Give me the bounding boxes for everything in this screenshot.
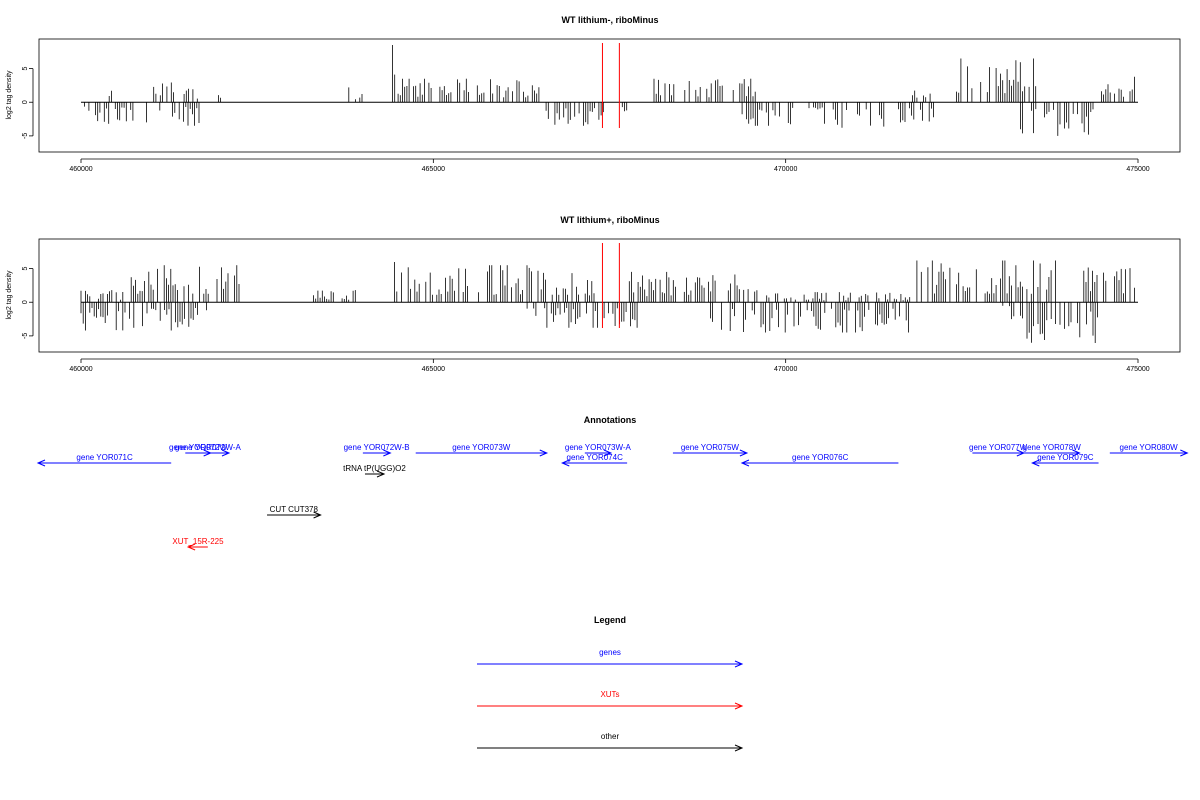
marker-lines bbox=[601, 43, 620, 128]
y-axis-label: log2 tag density bbox=[6, 270, 13, 320]
x-tick-label: 475000 bbox=[1126, 166, 1149, 173]
feature-arrowhead bbox=[561, 459, 570, 467]
annotation-feature: CUT CUT378 bbox=[267, 505, 322, 519]
legend-label: XUTs bbox=[600, 690, 619, 699]
panel-title: WT lithium+, riboMinus bbox=[560, 215, 659, 225]
annotation-feature: gene YOR073W-A bbox=[565, 443, 632, 457]
legend-entry: other bbox=[477, 732, 744, 752]
x-tick-label: 475000 bbox=[1126, 366, 1149, 373]
x-tick-label: 460000 bbox=[69, 166, 92, 173]
x-tick-label: 465000 bbox=[422, 166, 445, 173]
feature-arrowhead bbox=[740, 459, 750, 467]
signal-bars bbox=[81, 45, 1138, 136]
legend-arrowhead bbox=[734, 660, 744, 668]
marker-lines bbox=[601, 243, 620, 328]
feature-arrowhead bbox=[313, 511, 322, 519]
annotation-feature: gene YOR078W bbox=[1023, 443, 1082, 457]
x-tick-label: 465000 bbox=[422, 366, 445, 373]
annotation-feature: XUT_15R-225 bbox=[172, 537, 224, 551]
y-axis-label: log2 tag density bbox=[6, 70, 13, 120]
annotations-title: Annotations bbox=[584, 415, 637, 425]
feature-label: gene YOR071C bbox=[76, 453, 133, 462]
legend-label: other bbox=[601, 732, 620, 741]
annotation-feature: gene YOR077W bbox=[969, 443, 1028, 457]
track-panel-lithium-plus: WT lithium+, riboMinus log2 tag density … bbox=[6, 215, 1181, 373]
y-tick-label: 5 bbox=[22, 267, 29, 271]
legend-entry: genes bbox=[477, 648, 744, 668]
annotation-feature: tRNA tP(UGG)O2 bbox=[343, 464, 406, 478]
axes: 460000 465000 470000 475000 -5 0 5 bbox=[22, 267, 1150, 373]
annotation-feature: gene YOR072W-A bbox=[175, 443, 242, 457]
panel-title: WT lithium-, riboMinus bbox=[562, 15, 659, 25]
feature-arrowhead bbox=[603, 449, 613, 457]
feature-arrowhead bbox=[186, 543, 196, 551]
feature-label: XUT_15R-225 bbox=[172, 537, 224, 546]
annotation-feature: gene YOR076C bbox=[740, 453, 899, 467]
y-tick-label: -5 bbox=[22, 133, 29, 139]
y-tick-label: -5 bbox=[22, 333, 29, 339]
feature-label: gene YOR078W bbox=[1023, 443, 1082, 452]
y-tick-label: 5 bbox=[22, 67, 29, 71]
feature-label: CUT CUT378 bbox=[270, 505, 319, 514]
annotation-feature: gene YOR073W bbox=[415, 443, 549, 457]
y-tick-label: 0 bbox=[22, 300, 29, 304]
annotation-feature: gene YOR080W bbox=[1109, 443, 1189, 457]
legend-arrowhead bbox=[734, 744, 744, 752]
plot-frame bbox=[38, 238, 1181, 353]
legend-items: genes XUTs other bbox=[477, 648, 744, 752]
plot-frame bbox=[38, 38, 1181, 153]
legend-title: Legend bbox=[594, 615, 626, 625]
x-tick-label: 460000 bbox=[69, 366, 92, 373]
feature-arrowhead bbox=[1072, 449, 1081, 457]
legend-label: genes bbox=[599, 648, 621, 657]
feature-arrowhead bbox=[376, 470, 386, 478]
feature-label: gene YOR077W bbox=[969, 443, 1028, 452]
signal-bars bbox=[80, 260, 1138, 343]
y-tick-label: 0 bbox=[22, 100, 29, 104]
feature-arrowhead bbox=[221, 449, 231, 457]
x-tick-label: 470000 bbox=[774, 166, 797, 173]
track-panel-lithium-minus: WT lithium-, riboMinus log2 tag density … bbox=[6, 15, 1181, 173]
annotation-feature: gene YOR075W bbox=[672, 443, 749, 457]
feature-label: gene YOR075W bbox=[681, 443, 740, 452]
feature-arrowhead bbox=[739, 449, 749, 457]
feature-label: tRNA tP(UGG)O2 bbox=[343, 464, 406, 473]
feature-label: gene YOR073W-A bbox=[565, 443, 632, 452]
feature-label: gene YOR073W bbox=[452, 443, 511, 452]
feature-label: gene YOR072W-B bbox=[344, 443, 410, 452]
annotation-feature: gene YOR074C bbox=[561, 453, 628, 467]
annotation-feature: gene YOR071C bbox=[36, 453, 172, 467]
axes: 460000 465000 470000 475000 -5 0 5 bbox=[22, 67, 1150, 173]
feature-arrowhead bbox=[383, 449, 392, 457]
legend-entry: XUTs bbox=[477, 690, 744, 710]
annotation-feature: gene YOR072W-B bbox=[344, 443, 410, 457]
feature-label: gene YOR072W-A bbox=[175, 443, 242, 452]
feature-label: gene YOR079C bbox=[1037, 453, 1094, 462]
legend-arrowhead bbox=[734, 702, 744, 710]
feature-arrowhead bbox=[36, 459, 46, 467]
annotation-feature: gene YOR079C bbox=[1031, 453, 1099, 467]
feature-arrowhead bbox=[1180, 449, 1189, 457]
feature-label: gene YOR074C bbox=[567, 453, 624, 462]
feature-label: gene YOR072W bbox=[169, 443, 228, 452]
x-tick-label: 470000 bbox=[774, 366, 797, 373]
feature-arrowhead bbox=[539, 449, 549, 457]
feature-arrowhead bbox=[1031, 459, 1040, 467]
feature-label: gene YOR076C bbox=[792, 453, 849, 462]
legend: Legend genes XUTs other bbox=[477, 615, 744, 752]
feature-label: gene YOR080W bbox=[1120, 443, 1179, 452]
